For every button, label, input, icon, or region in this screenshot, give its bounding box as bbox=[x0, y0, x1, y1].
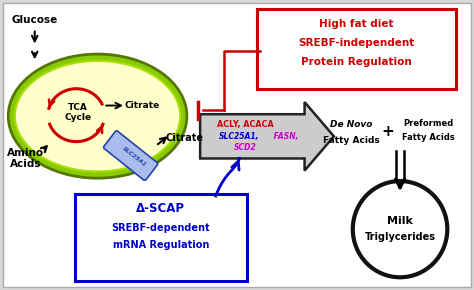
Text: Glucose: Glucose bbox=[11, 15, 58, 25]
Text: Preformed: Preformed bbox=[403, 119, 454, 128]
FancyBboxPatch shape bbox=[3, 3, 471, 287]
Circle shape bbox=[353, 181, 447, 277]
Ellipse shape bbox=[15, 61, 180, 171]
Text: Amino
Acids: Amino Acids bbox=[7, 148, 44, 169]
FancyBboxPatch shape bbox=[257, 9, 456, 89]
Text: TCA
Cycle: TCA Cycle bbox=[64, 103, 91, 122]
FancyArrow shape bbox=[200, 102, 334, 171]
Text: Protein Regulation: Protein Regulation bbox=[301, 57, 412, 67]
Text: SREBF-dependent: SREBF-dependent bbox=[111, 223, 210, 233]
Text: Citrate: Citrate bbox=[165, 133, 203, 143]
Text: Fatty Acids: Fatty Acids bbox=[323, 136, 380, 145]
Text: FASN,: FASN, bbox=[271, 132, 299, 141]
Text: ACLY, ACACA: ACLY, ACACA bbox=[217, 120, 274, 129]
Text: Fatty Acids: Fatty Acids bbox=[402, 133, 455, 142]
Text: High fat diet: High fat diet bbox=[319, 19, 394, 29]
Ellipse shape bbox=[8, 54, 187, 178]
FancyBboxPatch shape bbox=[104, 131, 158, 180]
Text: Triglycerides: Triglycerides bbox=[365, 232, 436, 242]
Text: Δ-SCAP: Δ-SCAP bbox=[137, 202, 185, 215]
Text: Citrate: Citrate bbox=[125, 101, 160, 110]
Text: De Novo: De Novo bbox=[330, 120, 373, 129]
Text: +: + bbox=[381, 124, 394, 139]
Text: SLC25A1: SLC25A1 bbox=[121, 146, 147, 168]
Text: SLC25A1,: SLC25A1, bbox=[219, 132, 260, 141]
Text: Milk: Milk bbox=[387, 216, 413, 226]
Text: SCD2: SCD2 bbox=[234, 143, 257, 152]
Text: mRNA Regulation: mRNA Regulation bbox=[113, 240, 209, 250]
Text: SREBF-independent: SREBF-independent bbox=[299, 38, 415, 48]
FancyBboxPatch shape bbox=[75, 194, 247, 281]
